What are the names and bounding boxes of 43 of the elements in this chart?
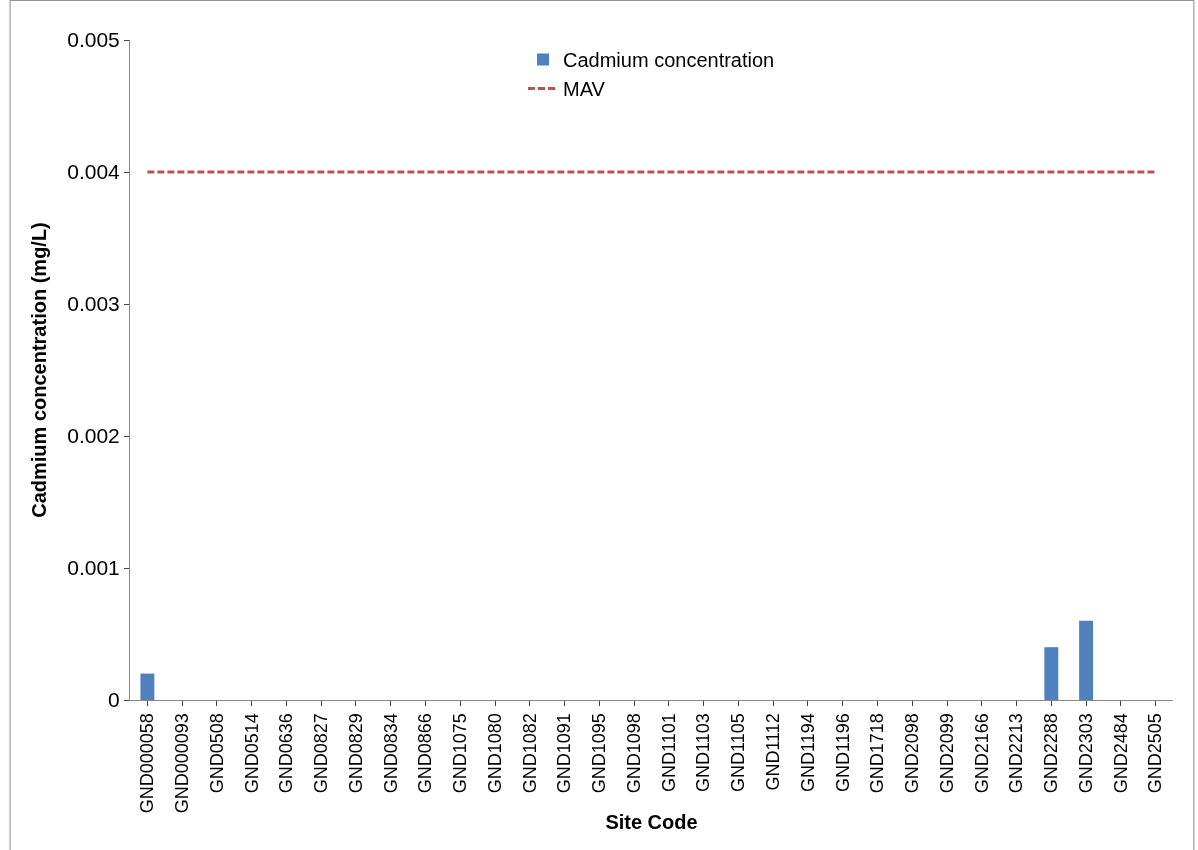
x-tick-label: GND2098 [902, 713, 923, 794]
x-tick-label: GND0834 [380, 713, 401, 794]
x-tick-label: GND2484 [1110, 713, 1131, 794]
x-tick-label: GND1196 [832, 713, 853, 792]
y-tick-label: 0.004 [67, 160, 121, 184]
x-tick-label: GND2213 [1006, 713, 1027, 794]
y-axis-title: Cadmium concentration (mg/L) [27, 222, 50, 518]
x-tick-label: GND1112 [763, 713, 784, 791]
x-tick-label: GND1098 [623, 713, 644, 794]
x-tick-label: GND2099 [936, 713, 957, 794]
x-tick-label: GND1194 [797, 713, 818, 792]
y-tick-label: 0 [108, 688, 120, 712]
x-tick-label: GND1075 [450, 713, 471, 794]
bar [140, 673, 155, 700]
x-tick-label: GND1718 [867, 713, 888, 794]
x-tick-label: GND2303 [1075, 713, 1096, 794]
legend-label: Cadmium concentration [563, 49, 775, 72]
x-tick-label: GND1082 [519, 713, 540, 794]
x-tick-label: GND1103 [693, 713, 714, 792]
y-tick-label: 0.001 [67, 556, 120, 580]
x-tick-label: GND0508 [206, 713, 227, 794]
x-tick-label: GND0827 [311, 713, 332, 794]
x-axis-title: Site Code [605, 810, 698, 833]
x-tick-label: GND0866 [415, 713, 436, 794]
x-tick-label: GND0829 [345, 713, 366, 794]
x-tick-label: GND1101 [658, 713, 679, 792]
bar [1079, 620, 1094, 700]
x-tick-label: GND1091 [554, 713, 575, 794]
x-tick-label: GND2505 [1145, 713, 1166, 794]
x-tick-label: GND0636 [276, 713, 297, 794]
x-tick-label: GND1105 [728, 713, 749, 792]
legend-label: MAV [563, 78, 606, 101]
x-tick-label: GND000058 [137, 713, 158, 814]
y-tick-label: 0.003 [67, 292, 120, 316]
x-tick-label: GND1095 [589, 713, 610, 794]
y-tick-label: 0.005 [67, 28, 120, 52]
x-tick-label: GND2288 [1041, 713, 1062, 794]
x-tick-label: GND0514 [241, 713, 262, 794]
x-tick-label: GND000093 [172, 713, 192, 814]
bar [1044, 647, 1059, 700]
x-tick-label: GND2166 [971, 713, 992, 794]
x-tick-label: GND1080 [484, 713, 505, 794]
y-tick-label: 0.002 [67, 424, 120, 448]
